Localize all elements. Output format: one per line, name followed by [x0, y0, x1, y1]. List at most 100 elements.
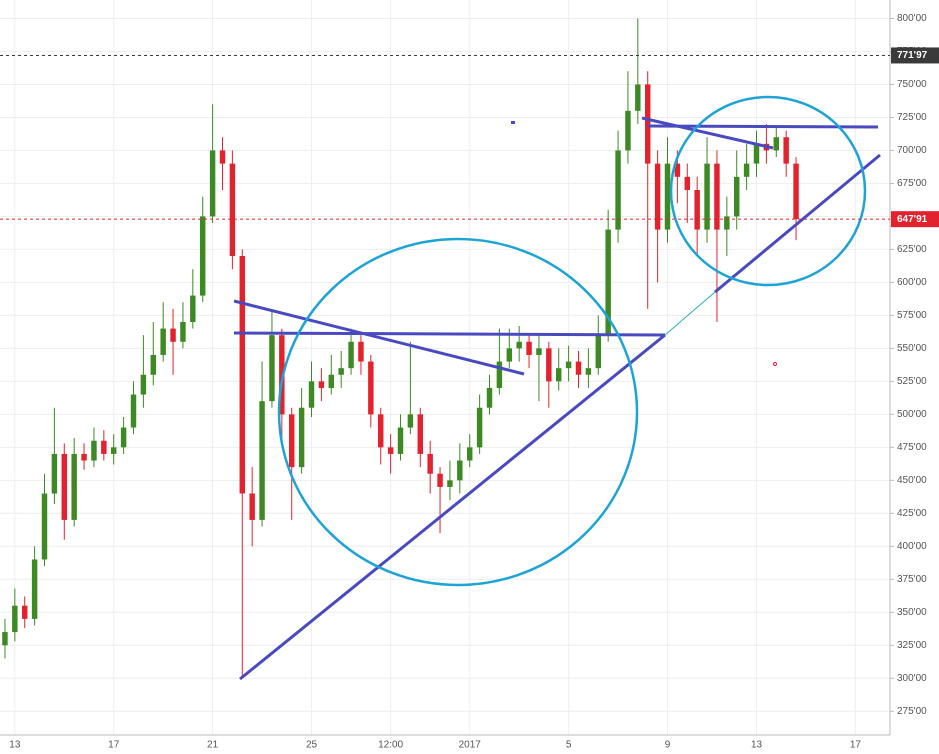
- candle-body: [209, 150, 216, 217]
- y-tick-label: 725'00: [897, 112, 927, 123]
- candle-body: [2, 632, 8, 646]
- x-tick-label: 5: [566, 740, 572, 751]
- y-tick-label: 475'00: [897, 442, 927, 453]
- candle-body: [546, 348, 552, 382]
- x-tick-label: 13: [9, 740, 21, 751]
- candle-body: [565, 361, 572, 369]
- candle-body: [783, 137, 789, 164]
- price-label-box: [891, 47, 939, 64]
- candle-body: [111, 447, 117, 454]
- y-tick-label: 700'00: [897, 145, 927, 156]
- candle-body: [556, 368, 562, 382]
- candle-body: [427, 453, 433, 474]
- candle-body: [417, 414, 423, 454]
- candle-body: [51, 453, 58, 494]
- candle-body: [704, 163, 710, 230]
- candle-body: [71, 453, 77, 520]
- candle-body: [378, 414, 384, 448]
- trend-line: [233, 299, 525, 376]
- candle-body: [536, 348, 542, 355]
- circle-annotation: [277, 237, 639, 587]
- y-tick-label: 675'00: [897, 178, 927, 189]
- candle-body: [328, 374, 334, 388]
- x-tick-label: 21: [207, 740, 219, 751]
- y-tick-label: 625'00: [897, 244, 927, 255]
- candle-body: [289, 414, 295, 468]
- candle-body: [22, 605, 28, 619]
- marker: [773, 362, 777, 366]
- candle-body: [239, 255, 245, 494]
- trend-line: [641, 116, 774, 150]
- candle-body: [279, 335, 285, 415]
- x-tick-label: 9: [665, 740, 671, 751]
- candle-body: [368, 361, 374, 415]
- trend-line: [233, 331, 666, 337]
- candle-body: [585, 368, 592, 375]
- y-tick-label: 400'00: [897, 541, 927, 552]
- candle-body: [645, 84, 651, 164]
- candle-body: [635, 84, 641, 111]
- candle-body: [259, 401, 265, 520]
- candle-body: [160, 328, 166, 355]
- candle-body: [486, 387, 493, 408]
- y-tick-label: 450'00: [897, 475, 927, 486]
- candle-body: [724, 216, 730, 230]
- candle-body: [101, 440, 107, 454]
- y-tick-label: 350'00: [897, 607, 927, 618]
- candle-body: [338, 368, 344, 375]
- candle-body: [743, 163, 750, 177]
- candle-body: [120, 427, 127, 448]
- candle-body: [447, 480, 453, 487]
- y-tick-label: 750'00: [897, 79, 927, 90]
- candle-body: [318, 381, 325, 388]
- candle-body: [457, 460, 463, 481]
- y-tick-label: 525'00: [897, 376, 927, 387]
- candle-body: [81, 453, 87, 461]
- x-tick-label: 2017: [459, 740, 482, 751]
- axes: 275'00 300'00 325'00 350'00 375'00 400'00 425'…: [0, 13, 939, 751]
- y-tick-label: 600'00: [897, 277, 927, 288]
- candle-body: [140, 374, 147, 395]
- candle-body: [358, 341, 364, 362]
- candle-body: [467, 447, 473, 461]
- candle-body: [615, 150, 621, 230]
- candle-body: [348, 341, 354, 369]
- y-tick-label: 325'00: [897, 640, 927, 651]
- candle-body: [150, 354, 156, 375]
- candle-body: [407, 414, 414, 428]
- x-tick-label: 17: [108, 740, 120, 751]
- y-tick-label: 575'00: [897, 310, 927, 321]
- candles: [2, 18, 799, 679]
- candle-body: [12, 605, 18, 633]
- price-label: 647'91: [897, 214, 928, 225]
- candle-body: [130, 394, 137, 428]
- price-label-box: [891, 211, 939, 228]
- trend-line: [664, 291, 716, 336]
- candle-body: [694, 190, 700, 230]
- candle-body: [526, 341, 532, 355]
- candle-body: [595, 335, 601, 369]
- candle-body: [41, 493, 48, 560]
- candle-body: [269, 335, 275, 402]
- candle-body: [516, 341, 522, 349]
- candle-body: [506, 348, 512, 362]
- candle-body: [170, 328, 176, 342]
- y-tick-label: 500'00: [897, 409, 927, 420]
- trend-line: [714, 153, 881, 294]
- drawings: [233, 95, 881, 681]
- candle-body: [180, 321, 186, 342]
- candle-body: [773, 137, 779, 151]
- candle-body: [605, 229, 611, 336]
- price-label: 771'97: [897, 50, 928, 61]
- candle-body: [200, 216, 206, 296]
- candle-body: [308, 381, 315, 408]
- candle-body: [298, 407, 305, 468]
- candle-body: [664, 163, 671, 230]
- candle-body: [249, 493, 255, 520]
- marker: [511, 121, 515, 124]
- y-tick-label: 550'00: [897, 343, 927, 354]
- circle-annotation: [669, 95, 867, 287]
- x-tick-label: 12:00: [378, 740, 403, 751]
